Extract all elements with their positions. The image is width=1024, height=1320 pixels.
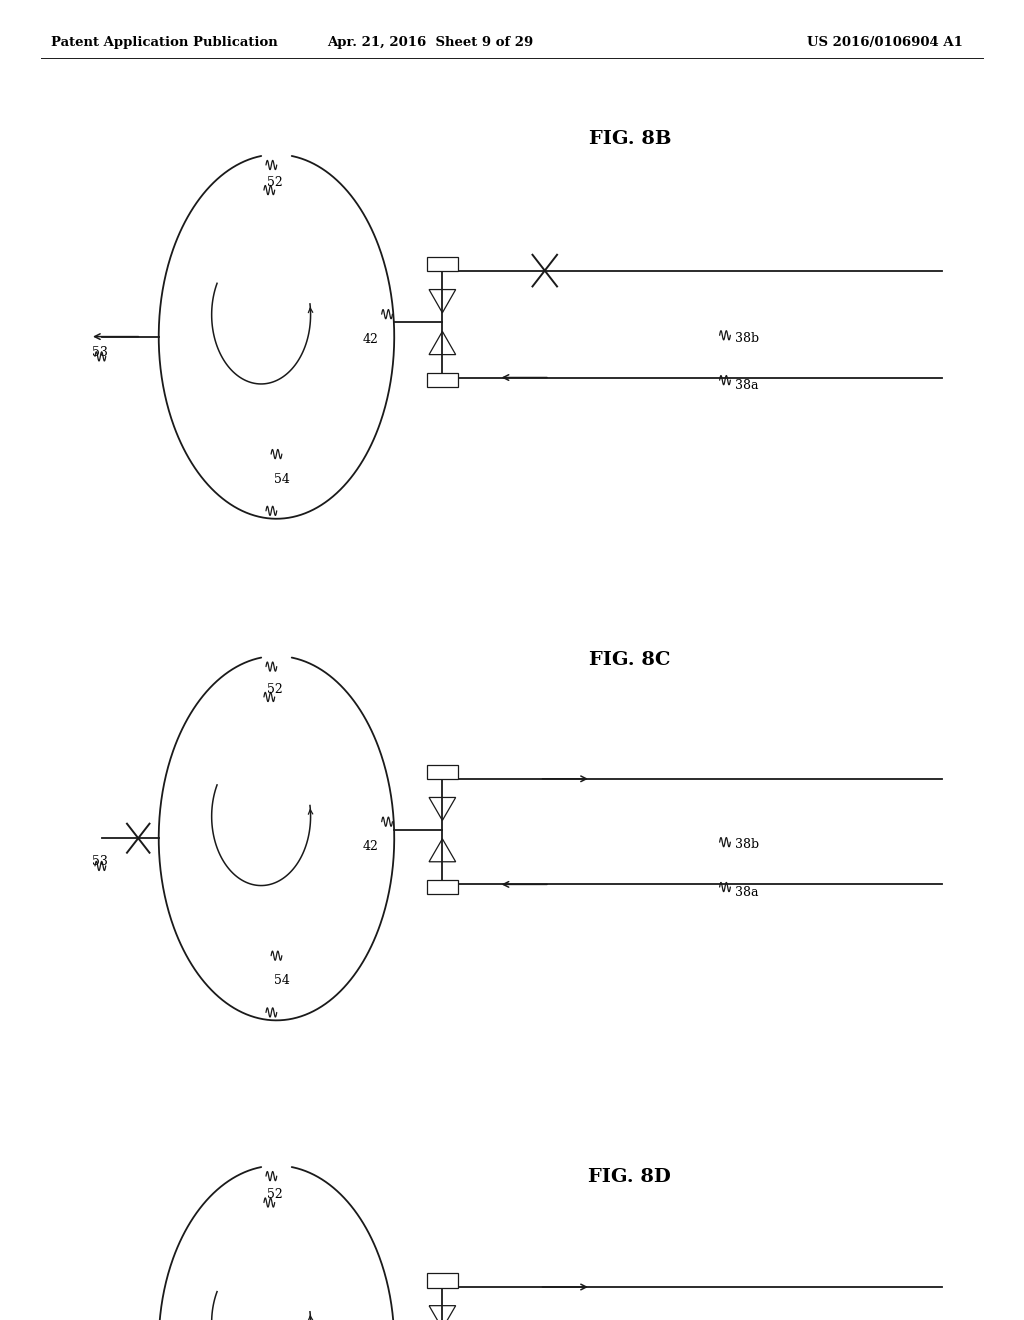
Text: 52: 52 [266,1188,283,1201]
Text: US 2016/0106904 A1: US 2016/0106904 A1 [807,36,963,49]
Bar [427,1272,458,1288]
Text: 42: 42 [362,841,379,853]
Text: 53: 53 [92,855,109,869]
Text: 42: 42 [362,333,379,346]
Bar [427,256,458,271]
Text: 54: 54 [273,974,290,987]
Text: FIG. 8C: FIG. 8C [589,651,671,669]
Bar [427,879,458,895]
Text: 52: 52 [266,682,283,696]
Text: 54: 54 [273,473,290,486]
Text: FIG. 8D: FIG. 8D [589,1168,671,1187]
Text: 38b: 38b [735,838,760,851]
Bar [427,766,458,779]
Text: FIG. 8B: FIG. 8B [589,129,671,148]
Bar [427,372,458,388]
Text: 52: 52 [266,176,283,189]
Text: 38a: 38a [735,379,759,392]
Text: Apr. 21, 2016  Sheet 9 of 29: Apr. 21, 2016 Sheet 9 of 29 [327,36,534,49]
Text: 38b: 38b [735,331,760,345]
Text: 38a: 38a [735,886,759,899]
Text: Patent Application Publication: Patent Application Publication [51,36,278,49]
Text: 53: 53 [92,346,109,359]
